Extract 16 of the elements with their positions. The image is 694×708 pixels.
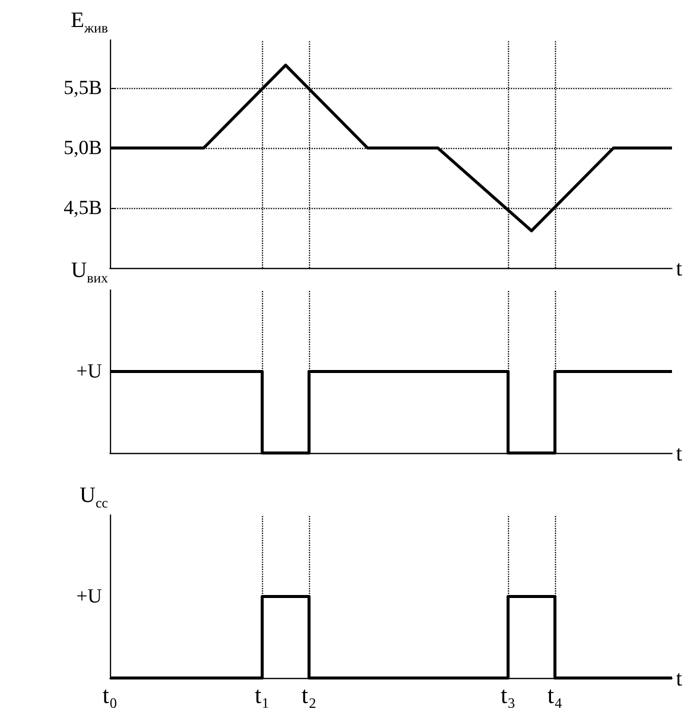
text: +U [76, 360, 103, 382]
x-tick-label: t₁ [254, 683, 270, 708]
x-tick-label: t₄ [547, 683, 562, 708]
x-axis-title: t [676, 666, 682, 690]
y-tick-label: 5,5В [64, 77, 102, 99]
x-axis-title: t [676, 440, 682, 466]
y-axis-title: U$_{вих}$ [70, 257, 108, 288]
x-tick-label: t₃ [500, 683, 516, 708]
text: +U [76, 586, 103, 608]
x-axis-title: t [676, 256, 682, 280]
y-tick-label: 5,0В [64, 137, 102, 159]
y-axis-title: E$_{жив}$ [70, 7, 108, 38]
x-tick-label: t₀ [102, 683, 118, 708]
y-tick-label: 4,5В [64, 197, 102, 219]
x-tick-label: t₂ [302, 683, 317, 708]
y-axis-title: U$_{сс}$ [78, 482, 108, 514]
